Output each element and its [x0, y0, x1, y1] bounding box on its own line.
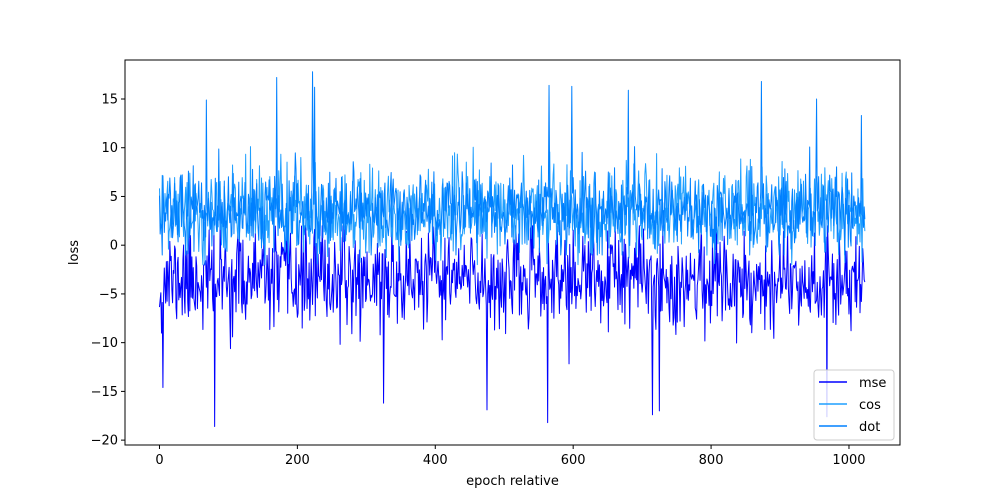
- y-tick-label: −10: [91, 336, 118, 351]
- y-tick-label: 15: [101, 92, 118, 107]
- legend-label-dot: dot: [859, 420, 880, 435]
- y-tick-label: −5: [99, 287, 118, 302]
- series-line-dot: [158, 71, 866, 256]
- y-axis-ticks: −20 −15 −10 −5 0 5 10 15: [91, 92, 125, 449]
- y-tick-label: 0: [110, 239, 118, 254]
- x-tick-label: 400: [423, 453, 448, 468]
- plot-frame: [124, 59, 901, 446]
- x-tick-label: 1000: [832, 453, 865, 468]
- x-tick-label: 200: [285, 453, 310, 468]
- legend-label-cos: cos: [859, 398, 881, 413]
- series-line-mse: [158, 225, 866, 427]
- y-tick-label: 5: [110, 190, 118, 205]
- x-axis-label: epoch relative: [466, 474, 559, 489]
- legend: mse cos dot: [813, 369, 895, 441]
- y-tick-label: −20: [91, 434, 118, 449]
- x-tick-label: 0: [155, 453, 163, 468]
- y-tick-label: −15: [91, 385, 118, 400]
- y-axis-label: loss: [67, 240, 82, 265]
- x-tick-label: 800: [699, 453, 724, 468]
- legend-label-mse: mse: [859, 376, 886, 391]
- legend-box: [813, 369, 895, 441]
- x-axis-ticks: 0 200 400 600 800 1000: [155, 445, 866, 468]
- y-tick-label: 10: [101, 141, 118, 156]
- x-tick-label: 600: [561, 453, 586, 468]
- series-layer: [158, 71, 866, 427]
